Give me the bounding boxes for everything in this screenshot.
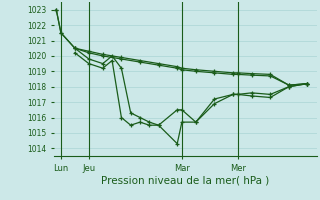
X-axis label: Pression niveau de la mer( hPa ): Pression niveau de la mer( hPa ) xyxy=(101,175,270,185)
